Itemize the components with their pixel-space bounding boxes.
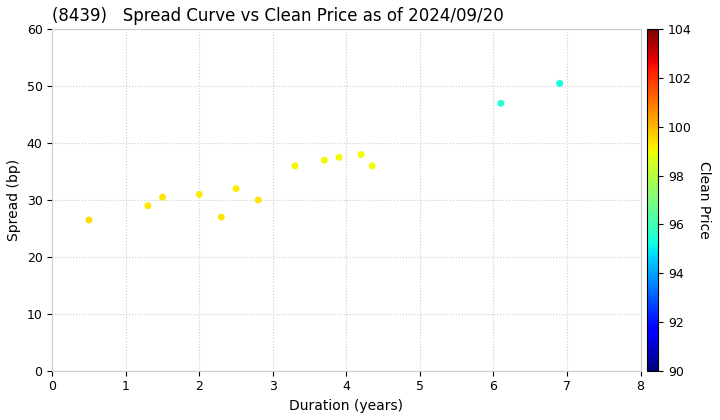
Point (253, 197, 264, 203)
Point (157, 194, 168, 200)
Point (356, 151, 367, 158)
Point (194, 191, 205, 198)
Point (230, 185, 242, 192)
Point (215, 214, 227, 220)
X-axis label: Duration (years): Duration (years) (289, 399, 403, 413)
Point (333, 154, 345, 161)
Point (366, 163, 378, 169)
Point (289, 163, 301, 169)
Y-axis label: Clean Price: Clean Price (697, 161, 711, 239)
Point (554, 80, 565, 87)
Y-axis label: Spread (bp): Spread (bp) (7, 159, 21, 241)
Point (142, 202, 153, 209)
Point (318, 157, 330, 163)
Text: (8439)   Spread Curve vs Clean Price as of 2024/09/20: (8439) Spread Curve vs Clean Price as of… (53, 7, 504, 25)
Point (495, 100, 507, 107)
Point (84, 217, 95, 223)
